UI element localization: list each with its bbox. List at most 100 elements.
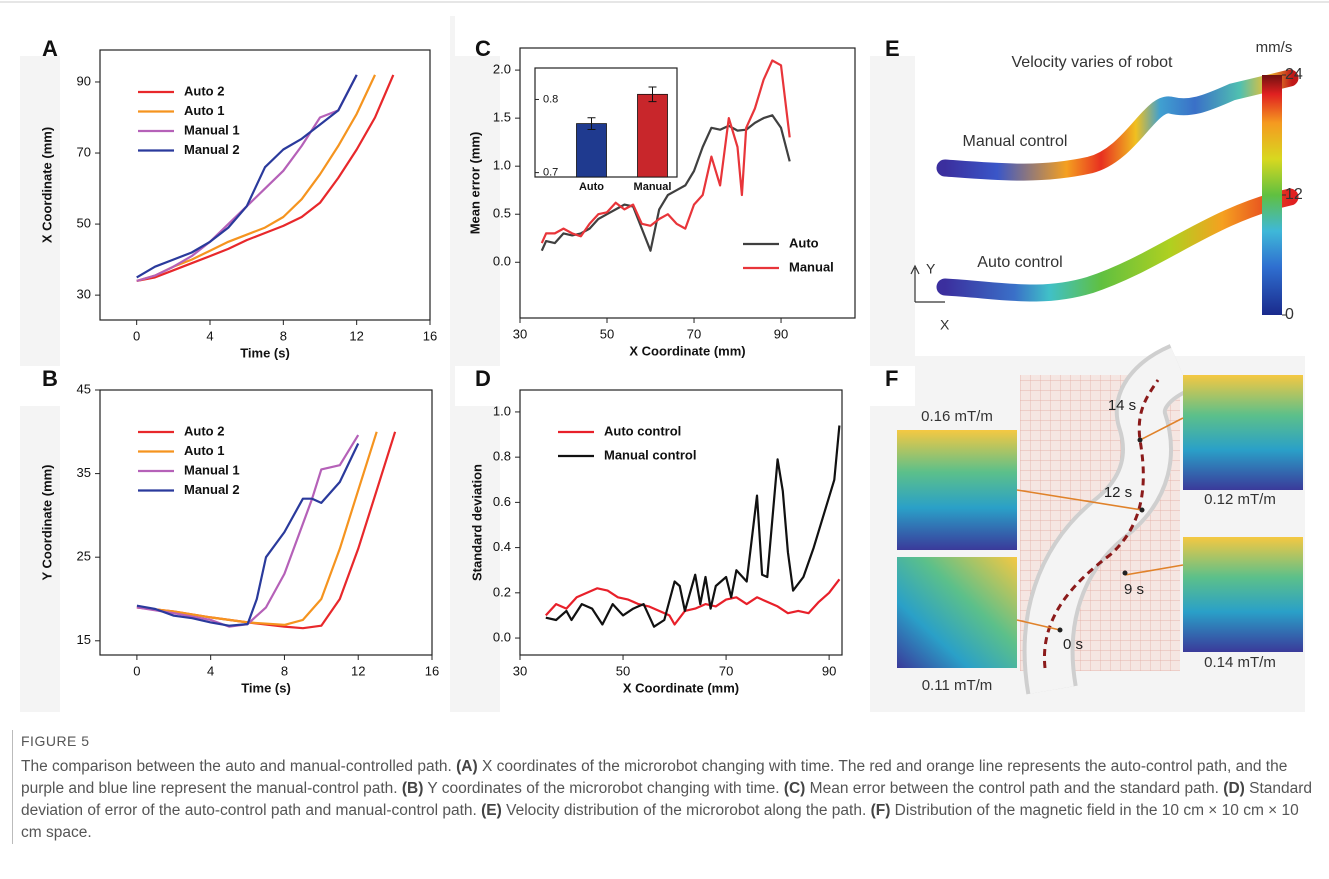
caption: FIGURE 5 The comparison between the auto…: [12, 730, 1321, 844]
panel-letter: B: [42, 366, 58, 391]
series-line: [136, 443, 360, 627]
y-tick-label: 1.0: [493, 403, 511, 418]
x-tick-label: 30: [513, 663, 527, 678]
caption-part: Y coordinates of the microrobot changing…: [423, 780, 784, 797]
caption-part: (A): [456, 758, 478, 775]
x-tick-label: 8: [280, 328, 287, 343]
field-label: 0.11 mT/m: [922, 677, 993, 694]
panel-e: E Velocity varies of robot Manual contro…: [885, 36, 1299, 333]
caption-label: FIGURE 5: [21, 733, 90, 749]
panel-letter: C: [475, 36, 491, 61]
y-tick-label: 35: [77, 465, 91, 480]
bar: [576, 123, 607, 178]
y-tick-label: 0.4: [493, 539, 511, 554]
colorbar-tick-label: 12: [1285, 186, 1303, 203]
letter-box: [455, 366, 500, 406]
letter-box: [870, 366, 915, 406]
x-tick-label: 12: [351, 663, 365, 678]
inset-category: Auto: [579, 181, 604, 193]
caption-part: (C): [783, 780, 806, 797]
caption-part: (F): [870, 802, 891, 819]
robot-trajectory: [1042, 379, 1160, 669]
legend-label: Auto: [789, 235, 819, 250]
time-point: [1057, 627, 1063, 633]
x-axis-label: X Coordinate (mm): [623, 680, 739, 695]
x-tick-label: 50: [616, 663, 630, 678]
inset-tick-label: 0.7: [543, 167, 558, 179]
plot-frame: [99, 49, 431, 321]
panel-letter: F: [885, 366, 898, 391]
y-tick-label: 45: [77, 381, 91, 396]
time-label: 14 s: [1108, 397, 1136, 414]
caption-part: The comparison between the auto and manu…: [21, 758, 457, 775]
field-label: 0.14 mT/m: [1204, 654, 1276, 671]
field-map: [897, 557, 1017, 668]
x-tick-label: 8: [281, 663, 288, 678]
x-axis-label: Time (s): [241, 680, 291, 695]
y-tick-label: 1.0: [493, 158, 511, 173]
time-point: [1137, 437, 1143, 443]
connector: [1016, 417, 1184, 631]
y-tick-label: 0.8: [493, 449, 511, 464]
plot-frame: [519, 47, 856, 319]
caption-part: Velocity distribution of the microrobot …: [501, 802, 871, 819]
figure: E Velocity varies of robot Manual contro…: [0, 1, 1329, 712]
letter-box: [20, 16, 60, 56]
y-tick-label: 0.0: [493, 629, 511, 644]
legend-label: Manual 2: [184, 482, 240, 497]
y-tick-label: 0.2: [493, 584, 511, 599]
time-label: 9 s: [1124, 581, 1144, 598]
error-bar: [587, 117, 596, 130]
curve-label: Manual control: [963, 133, 1068, 150]
y-axis-label: Standard deviation: [469, 464, 484, 581]
time-point: [1122, 570, 1128, 576]
series-line: [136, 74, 358, 279]
series-line: [540, 114, 791, 252]
legend-label: Auto 1: [184, 443, 224, 458]
x-tick-label: 90: [774, 326, 788, 341]
channel: [1026, 347, 1190, 694]
legend-label: Manual: [789, 259, 834, 274]
x-axis-label: Time (s): [240, 345, 290, 360]
field-map: [1183, 375, 1303, 490]
inset-category: Manual: [634, 181, 672, 193]
y-tick-label: 0.5: [493, 206, 511, 221]
field-map: [1183, 537, 1303, 652]
axis-icon: [910, 264, 945, 303]
x-tick-label: 16: [425, 663, 439, 678]
field-label: 0.16 mT/m: [921, 408, 993, 425]
x-tick-label: 30: [513, 326, 527, 341]
caption-part: (E): [481, 802, 502, 819]
legend-label: Manual 1: [184, 462, 240, 477]
y-axis-label: Y Coordinate (mm): [39, 464, 54, 580]
y-axis-label: Mean error (mm): [467, 132, 482, 235]
x-axis-label: X Coordinate (mm): [629, 343, 745, 358]
time-label: 12 s: [1104, 484, 1132, 501]
legend-label: Auto control: [604, 423, 681, 438]
inset-tick-label: 0.8: [543, 93, 558, 105]
colorbar-tick-label: 24: [1285, 66, 1303, 83]
legend-label: Auto 2: [184, 423, 224, 438]
axis-icon-label: Y: [926, 261, 936, 277]
legend-label: Manual 2: [184, 142, 240, 157]
x-tick-label: 0: [133, 328, 140, 343]
x-tick-label: 16: [423, 328, 437, 343]
error-bar: [648, 86, 657, 103]
series-line: [136, 434, 360, 628]
x-tick-label: 4: [206, 328, 213, 343]
letter-box: [455, 16, 500, 56]
caption-part: Standard deviation of error of the auto-…: [21, 780, 1313, 819]
letter-box: [870, 16, 915, 56]
caption-part: Mean error between the control path and …: [805, 780, 1224, 797]
axis-icon-label: X: [940, 317, 950, 333]
caption-part: (D): [1223, 780, 1245, 797]
y-axis-label: X Coordinate (mm): [39, 127, 54, 243]
caption-text: The comparison between the auto and manu…: [21, 756, 1321, 844]
caption-part: Distribution of the magnetic field in th…: [21, 802, 1299, 841]
y-tick-label: 2.0: [493, 62, 511, 77]
series-line: [540, 59, 791, 244]
letter-box: [20, 366, 60, 406]
time-point: [1139, 507, 1145, 513]
y-tick-label: 25: [77, 549, 91, 564]
